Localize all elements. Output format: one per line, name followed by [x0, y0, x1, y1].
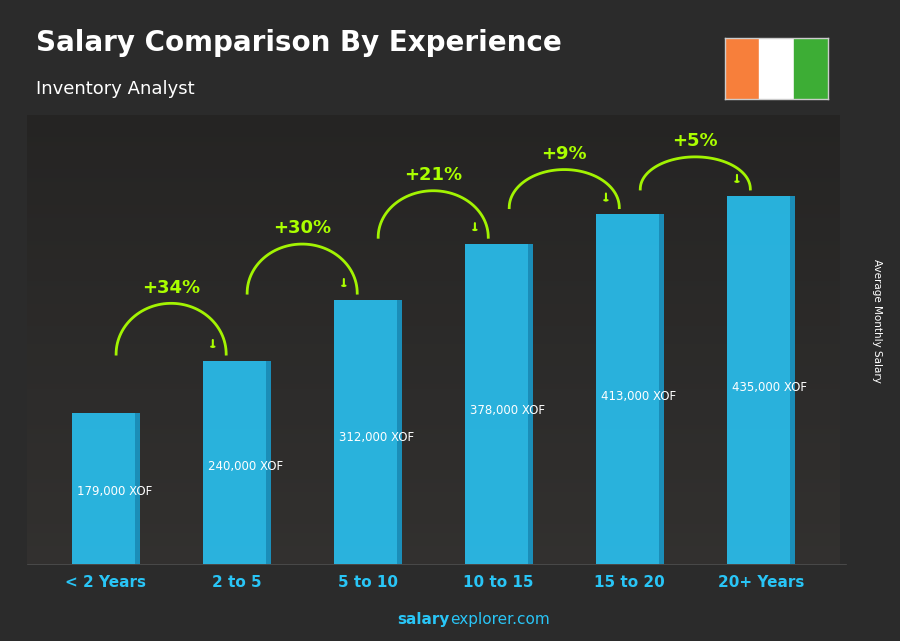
- Text: +21%: +21%: [404, 166, 463, 184]
- Text: 378,000 XOF: 378,000 XOF: [470, 404, 545, 417]
- Text: +30%: +30%: [273, 219, 331, 237]
- FancyBboxPatch shape: [528, 244, 533, 564]
- Text: 413,000 XOF: 413,000 XOF: [601, 390, 676, 403]
- FancyBboxPatch shape: [202, 361, 271, 564]
- Text: 179,000 XOF: 179,000 XOF: [77, 485, 152, 498]
- FancyBboxPatch shape: [135, 413, 140, 564]
- Text: Average Monthly Salary: Average Monthly Salary: [872, 258, 883, 383]
- Bar: [724, 38, 759, 99]
- Text: Salary Comparison By Experience: Salary Comparison By Experience: [36, 29, 562, 57]
- Text: +34%: +34%: [142, 279, 200, 297]
- Text: 240,000 XOF: 240,000 XOF: [208, 460, 284, 473]
- FancyBboxPatch shape: [334, 300, 401, 564]
- Text: +5%: +5%: [672, 132, 718, 150]
- FancyBboxPatch shape: [790, 196, 795, 564]
- Bar: [794, 38, 828, 99]
- Bar: [759, 38, 794, 99]
- FancyBboxPatch shape: [266, 361, 271, 564]
- FancyBboxPatch shape: [464, 244, 533, 564]
- Text: Inventory Analyst: Inventory Analyst: [36, 80, 194, 98]
- Text: +9%: +9%: [542, 145, 587, 163]
- Text: explorer.com: explorer.com: [450, 612, 550, 627]
- FancyBboxPatch shape: [397, 300, 401, 564]
- FancyBboxPatch shape: [727, 196, 795, 564]
- Text: salary: salary: [398, 612, 450, 627]
- FancyBboxPatch shape: [596, 215, 664, 564]
- Text: 435,000 XOF: 435,000 XOF: [733, 381, 807, 394]
- FancyBboxPatch shape: [72, 413, 140, 564]
- Text: 312,000 XOF: 312,000 XOF: [339, 431, 414, 444]
- FancyBboxPatch shape: [659, 215, 664, 564]
